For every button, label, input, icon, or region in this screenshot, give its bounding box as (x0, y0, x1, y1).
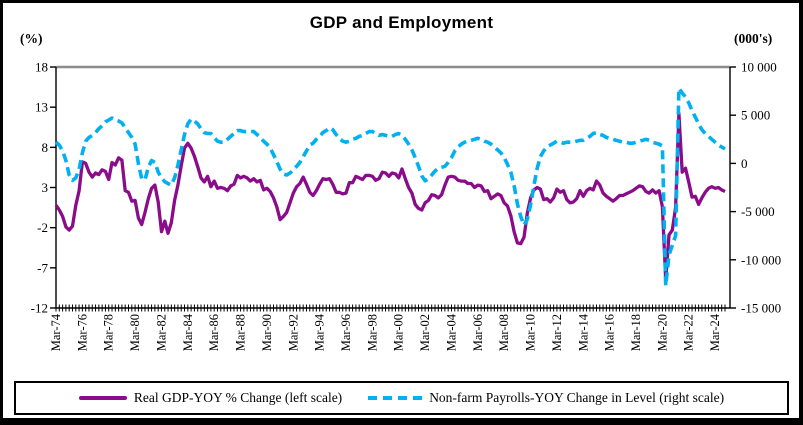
right-axis-tick-label: -10 000 (741, 252, 781, 267)
x-axis-tick-label: Mar-76 (75, 314, 89, 351)
x-axis-tick-label: Mar-92 (286, 314, 300, 351)
right-axis-tick-label: -15 000 (741, 301, 781, 316)
left-axis-tick-label: 18 (35, 60, 48, 75)
left-axis-tick-label: 13 (35, 100, 48, 115)
x-axis-tick-label: Mar-74 (49, 313, 63, 351)
gdp-legend-label: Real GDP-YOY % Change (left scale) (133, 390, 343, 405)
x-axis-tick-label: Mar-98 (365, 314, 379, 351)
right-axis-tick-label: 5 000 (741, 108, 770, 123)
x-axis-tick-label: Mar-16 (603, 314, 617, 351)
frame-border-bottom (0, 418, 803, 425)
x-axis-tick-label: Mar-02 (418, 314, 432, 351)
right-axis-unit-label: (000's) (734, 31, 773, 46)
left-axis-unit-label: (%) (20, 31, 43, 46)
x-axis-tick-label: Mar-06 (471, 314, 485, 351)
x-axis-tick-label: Mar-20 (655, 314, 669, 351)
x-axis-tick-label: Mar-08 (497, 314, 511, 351)
x-axis-tick-label: Mar-12 (550, 314, 564, 351)
x-axis-tick-label: Mar-04 (444, 313, 458, 351)
payrolls-line-sample (368, 396, 423, 400)
x-axis-tick-label: Mar-90 (260, 314, 274, 351)
frame-border-right (799, 0, 803, 425)
x-axis-tick-label: Mar-88 (234, 314, 248, 351)
x-axis-tick-label: Mar-78 (102, 314, 116, 351)
x-axis-tick-label: Mar-84 (181, 313, 195, 351)
right-axis-tick-label: -5 000 (741, 204, 775, 219)
x-axis-tick-label: Mar-94 (313, 313, 327, 351)
x-axis-tick-label: Mar-22 (682, 314, 696, 351)
left-axis-tick-label: 8 (42, 140, 49, 155)
x-axis-tick-label: Mar-18 (629, 314, 643, 351)
frame-border-top (0, 0, 803, 3)
left-axis-tick-label: -2 (37, 220, 48, 235)
right-axis-tick-label: 0 (741, 156, 748, 171)
x-axis-tick-label: Mar-86 (207, 314, 221, 351)
x-axis-tick-label: Mar-96 (339, 314, 353, 351)
legend-item-gdp: Real GDP-YOY % Change (left scale) (78, 390, 343, 406)
frame-border-left (0, 0, 3, 425)
legend-item-payrolls: Non-farm Payrolls-YOY Change in Level (r… (368, 390, 724, 406)
x-axis-tick-label: Mar-10 (524, 314, 538, 351)
x-axis-tick-label: Mar-24 (708, 313, 722, 351)
left-axis-tick-label: -12 (31, 301, 48, 316)
left-axis-tick-label: -7 (37, 260, 48, 275)
right-axis-tick-label: 10 000 (741, 60, 777, 75)
x-axis-tick-label: Mar-82 (154, 314, 168, 351)
chart-title: GDP and Employment (309, 13, 494, 32)
x-axis-tick-label: Mar-00 (392, 314, 406, 351)
gdp-line (54, 111, 726, 282)
gdp-line-sample (78, 396, 127, 400)
payrolls-legend-label: Non-farm Payrolls-YOY Change in Level (r… (429, 390, 725, 405)
payrolls-line (54, 86, 726, 288)
x-axis-tick-label: Mar-80 (128, 314, 142, 351)
legend: Real GDP-YOY % Change (left scale) Non-f… (14, 381, 789, 415)
x-axis-tick-label: Mar-14 (576, 313, 590, 351)
left-axis-tick-label: 3 (42, 180, 49, 195)
